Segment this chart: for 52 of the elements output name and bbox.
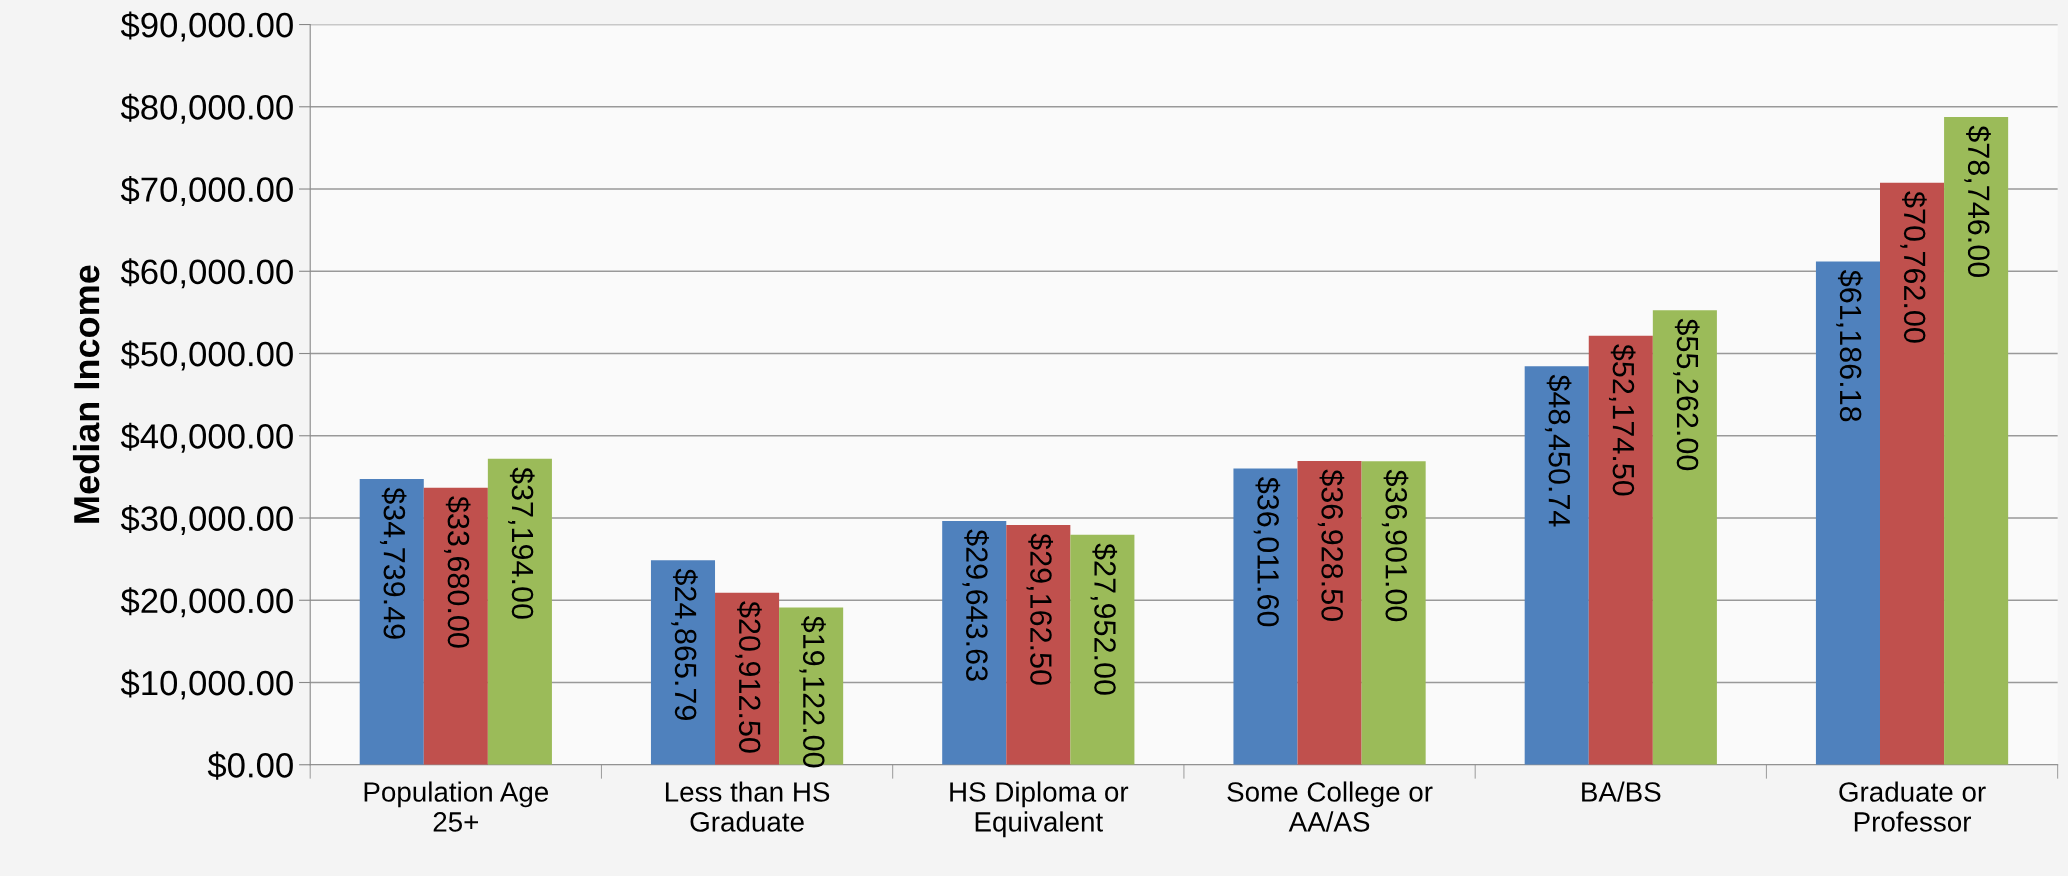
data-label: $36,011.60: [1253, 477, 1281, 627]
data-label: $61,186.18: [1836, 270, 1863, 422]
x-tick-label: Less than HS Graduate: [665, 781, 830, 832]
bar: [1944, 117, 2009, 765]
data-label: $24,865.79: [671, 568, 698, 720]
data-label: $36,928.50: [1317, 469, 1345, 621]
x-tick-label: BA/BS: [1582, 781, 1661, 802]
data-label: $33,680.00: [444, 496, 471, 648]
data-label: $29,643.63: [962, 529, 989, 681]
bar: [487, 458, 552, 765]
x-tick-label: HS Diploma or Equivalent: [950, 781, 1129, 838]
y-tick-label: $30,000.00: [120, 504, 293, 536]
data-label: $55,262.00: [1673, 318, 1700, 471]
bar: [1361, 461, 1426, 765]
bar: [650, 560, 716, 765]
y-tick-label: $50,000.00: [120, 340, 293, 371]
data-label: $27,952.00: [1090, 543, 1118, 695]
bar: [1880, 182, 1945, 765]
bar: [1070, 534, 1135, 765]
data-label: $20,912.50: [735, 601, 762, 753]
bar: [1233, 468, 1298, 765]
y-tick-label: $70,000.00: [120, 175, 293, 207]
data-label: $19,122.00: [799, 616, 826, 768]
bar: [359, 479, 424, 765]
y-tick-label: $40,000.00: [120, 422, 293, 453]
x-tick-label: Some College or AA/AS: [1227, 781, 1433, 832]
y-tick-label: $80,000.00: [120, 93, 293, 124]
data-label: $52,174.50: [1608, 344, 1636, 496]
bar: [1815, 261, 1880, 765]
data-label: $29,162.50: [1026, 533, 1054, 685]
bar: [423, 487, 488, 765]
y-tick-label: $10,000.00: [120, 669, 293, 700]
bar: [1652, 310, 1717, 765]
bar: [715, 592, 780, 765]
data-label: $48,450.74: [1544, 374, 1572, 527]
bar: [1006, 524, 1071, 765]
x-tick-label: Population Age 25+: [364, 781, 549, 832]
y-tick-label: $20,000.00: [120, 587, 293, 618]
y-axis-title: Median Income: [72, 265, 100, 523]
bar: [942, 520, 1007, 765]
bar: [1297, 461, 1362, 765]
y-tick-label: $90,000.00: [120, 11, 293, 42]
data-label: $36,901.00: [1381, 469, 1409, 622]
y-tick-label: $60,000.00: [120, 258, 293, 289]
y-tick-label: $0.00: [207, 751, 293, 780]
data-label: $78,746.00: [1964, 125, 1991, 278]
data-label: $70,762.00: [1900, 191, 1927, 343]
bar: [1524, 366, 1589, 765]
x-tick-label: Graduate or Professor: [1839, 781, 1986, 832]
bar: [1588, 335, 1653, 765]
data-label: $37,194.00: [508, 467, 535, 619]
data-label: $34,739.49: [379, 487, 407, 639]
